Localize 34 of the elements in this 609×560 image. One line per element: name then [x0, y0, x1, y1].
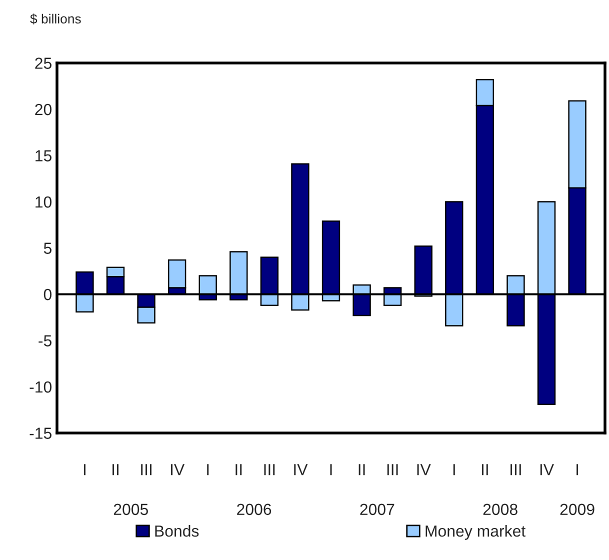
x-tick-label: I [207, 464, 209, 476]
x-tick-label: III [141, 464, 152, 476]
x-tick-label: IV [294, 464, 308, 476]
y-tick-label: 15 [36, 150, 52, 162]
x-tick-label: IV [540, 464, 554, 476]
text: 2007 [360, 504, 394, 516]
text: 2009 [560, 504, 594, 516]
x-tick-label: II [358, 464, 365, 476]
y-tick-label: 10 [36, 196, 52, 208]
y-tick-label: 5 [44, 242, 52, 254]
y-axis-title: $ billions [30, 14, 81, 24]
x-tick-label: IV [170, 464, 185, 476]
y-tick-label: -15 [30, 428, 52, 439]
x-tick-label: II [482, 464, 488, 476]
x-tick-label: III [264, 464, 275, 476]
y-tick-label: -5 [38, 335, 52, 346]
legend-label: Money market [426, 524, 526, 540]
x-tick-label: I [576, 464, 578, 476]
x-tick-label: I [84, 464, 86, 476]
x-tick-label: II [236, 464, 242, 476]
text: 2008 [483, 504, 518, 516]
x-tick-label: I [330, 464, 332, 476]
x-tick-label: III [510, 464, 521, 476]
x-tick-label: III [387, 464, 398, 476]
y-tick-label: 0 [44, 288, 52, 300]
x-tick-label: IV [417, 464, 431, 476]
y-tick-label: 20 [35, 104, 52, 116]
legend-label: Bonds [155, 524, 199, 537]
y-tick-label: -10 [30, 381, 52, 393]
text: 2005 [114, 504, 148, 516]
y-tick-label: 25 [35, 58, 52, 69]
x-tick-label: I [453, 464, 455, 476]
text: 2006 [237, 504, 272, 516]
x-tick-label: II [112, 464, 118, 476]
